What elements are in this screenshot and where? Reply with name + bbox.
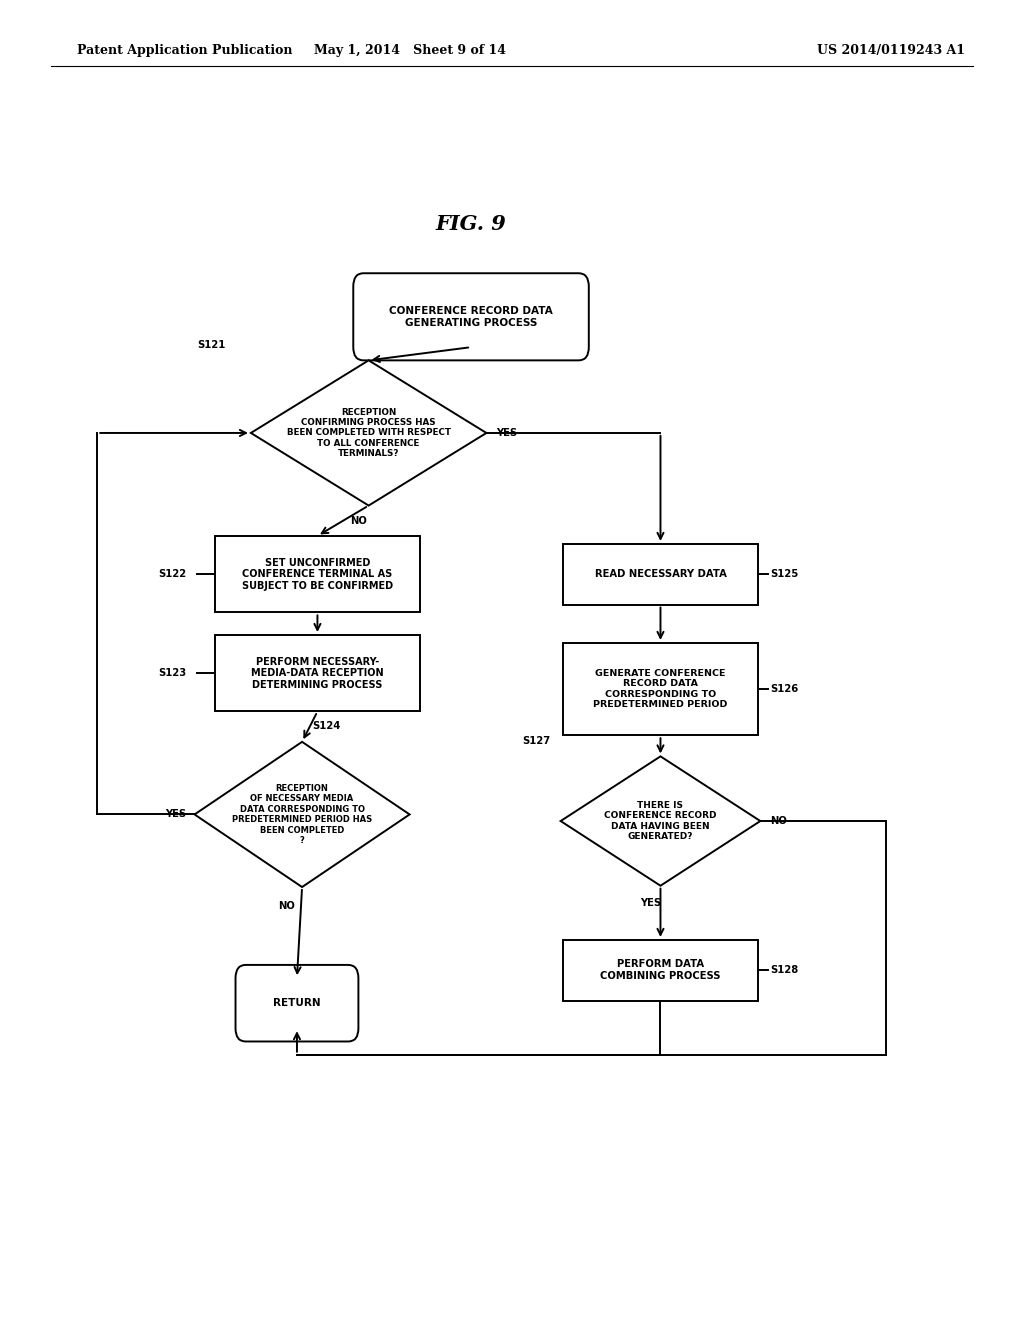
Polygon shape	[251, 360, 486, 506]
FancyBboxPatch shape	[353, 273, 589, 360]
Text: YES: YES	[640, 898, 660, 908]
Text: May 1, 2014   Sheet 9 of 14: May 1, 2014 Sheet 9 of 14	[313, 44, 506, 57]
Text: CONFERENCE RECORD DATA
GENERATING PROCESS: CONFERENCE RECORD DATA GENERATING PROCES…	[389, 306, 553, 327]
FancyBboxPatch shape	[236, 965, 358, 1041]
Text: PERFORM NECESSARY-
MEDIA-DATA RECEPTION
DETERMINING PROCESS: PERFORM NECESSARY- MEDIA-DATA RECEPTION …	[251, 656, 384, 690]
Text: S124: S124	[312, 721, 341, 731]
Text: PERFORM DATA
COMBINING PROCESS: PERFORM DATA COMBINING PROCESS	[600, 960, 721, 981]
Text: S127: S127	[522, 735, 551, 746]
Text: NO: NO	[350, 516, 367, 527]
Bar	[563, 643, 758, 735]
Text: S126: S126	[770, 684, 799, 694]
Polygon shape	[561, 756, 760, 886]
Text: RECEPTION
CONFIRMING PROCESS HAS
BEEN COMPLETED WITH RESPECT
TO ALL CONFERENCE
T: RECEPTION CONFIRMING PROCESS HAS BEEN CO…	[287, 408, 451, 458]
Bar	[563, 940, 758, 1001]
Text: S128: S128	[770, 965, 799, 975]
Text: S125: S125	[770, 569, 799, 579]
Text: READ NECESSARY DATA: READ NECESSARY DATA	[595, 569, 726, 579]
Polygon shape	[195, 742, 410, 887]
Text: GENERATE CONFERENCE
RECORD DATA
CORRESPONDING TO
PREDETERMINED PERIOD: GENERATE CONFERENCE RECORD DATA CORRESPO…	[593, 669, 728, 709]
Text: FIG. 9: FIG. 9	[435, 214, 507, 235]
Text: SET UNCONFIRMED
CONFERENCE TERMINAL AS
SUBJECT TO BE CONFIRMED: SET UNCONFIRMED CONFERENCE TERMINAL AS S…	[242, 557, 393, 591]
Text: THERE IS
CONFERENCE RECORD
DATA HAVING BEEN
GENERATED?: THERE IS CONFERENCE RECORD DATA HAVING B…	[604, 801, 717, 841]
Bar	[215, 635, 420, 711]
Text: S122: S122	[159, 569, 186, 579]
Text: US 2014/0119243 A1: US 2014/0119243 A1	[817, 44, 965, 57]
Text: RECEPTION
OF NECESSARY MEDIA
DATA CORRESPONDING TO
PREDETERMINED PERIOD HAS
BEEN: RECEPTION OF NECESSARY MEDIA DATA CORRES…	[232, 784, 372, 845]
Text: RETURN: RETURN	[273, 998, 321, 1008]
Text: Patent Application Publication: Patent Application Publication	[77, 44, 292, 57]
Text: S123: S123	[159, 668, 186, 678]
Bar	[215, 536, 420, 612]
Text: YES: YES	[497, 428, 518, 438]
Text: NO: NO	[279, 900, 295, 911]
Text: NO: NO	[771, 816, 787, 826]
Bar	[563, 544, 758, 605]
Text: S121: S121	[197, 339, 225, 350]
Text: YES: YES	[165, 809, 186, 820]
